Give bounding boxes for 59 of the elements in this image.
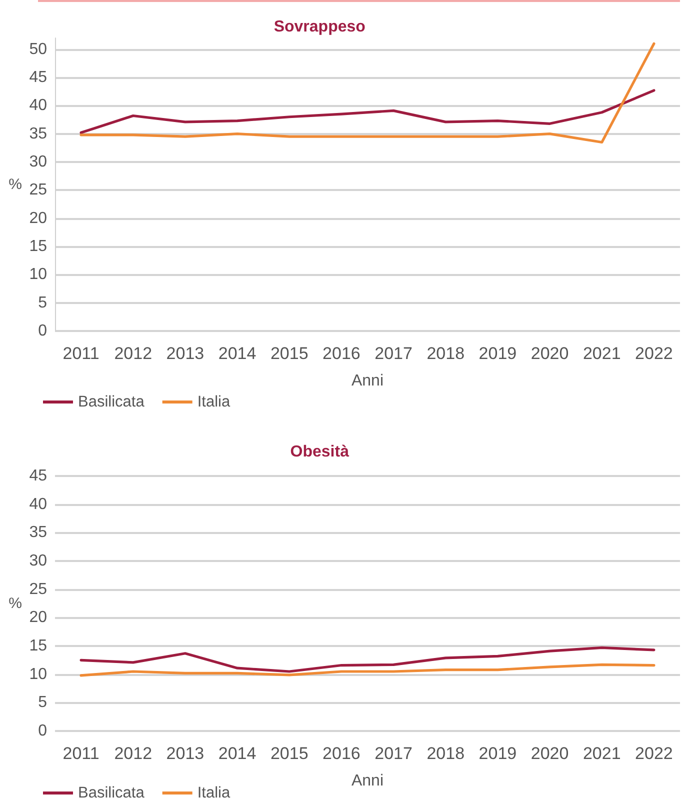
x-tick-label: 2013 xyxy=(166,744,204,763)
x-tick-label: 2017 xyxy=(374,344,412,363)
x-tick-label: 2021 xyxy=(582,744,621,763)
y-tick-label: 20 xyxy=(29,609,48,626)
chart-title: Obesità xyxy=(290,444,350,460)
x-axis-title: Anni xyxy=(351,772,384,790)
y-tick-label: 40 xyxy=(29,97,48,114)
line-series xyxy=(80,663,656,677)
x-tick-label: 2014 xyxy=(218,744,256,763)
x-tick-label: 2014 xyxy=(218,344,256,363)
x-tick-label: 2021 xyxy=(582,344,621,363)
legend-label: Basilicata xyxy=(78,784,145,802)
x-tick-label: 2020 xyxy=(530,344,569,363)
y-tick-label: 50 xyxy=(29,40,48,58)
y-tick-label: 15 xyxy=(29,238,48,255)
legend-label: Italia xyxy=(197,784,230,802)
y-tick-label: 25 xyxy=(29,580,48,598)
x-tick-label: 2018 xyxy=(426,344,465,363)
y-tick-label: 45 xyxy=(29,468,48,484)
y-tick-label: 0 xyxy=(38,722,48,740)
y-tick-label: 10 xyxy=(29,666,48,683)
y-tick-label: 15 xyxy=(29,638,48,654)
x-axis-title: Anni xyxy=(351,372,384,390)
legend-label: Basilicata xyxy=(78,394,145,410)
x-tick-label: 2018 xyxy=(426,744,465,763)
y-tick-label: 10 xyxy=(29,266,48,284)
y-tick-label: 25 xyxy=(29,182,48,199)
line-series xyxy=(80,89,656,134)
y-tick-label: 30 xyxy=(29,153,48,170)
x-tick-label: 2012 xyxy=(114,744,152,763)
y-tick-label: 35 xyxy=(29,524,48,542)
legend-label: Italia xyxy=(197,394,230,410)
y-tick-label: 5 xyxy=(38,294,48,312)
y-tick-label: 45 xyxy=(29,68,48,86)
x-tick-label: 2011 xyxy=(62,344,100,363)
chart-title: Sovrappeso xyxy=(274,18,366,36)
y-tick-label: 30 xyxy=(29,552,48,570)
x-tick-label: 2019 xyxy=(478,744,517,763)
y-tick-label: 5 xyxy=(38,694,48,712)
y-tick-label: 40 xyxy=(29,496,48,513)
y-tick-label: 20 xyxy=(29,210,48,227)
line-series xyxy=(80,646,656,673)
x-tick-label: 2012 xyxy=(114,344,152,363)
x-tick-label: 2015 xyxy=(270,344,308,363)
x-tick-label: 2020 xyxy=(530,744,569,763)
y-axis-title: % xyxy=(8,176,22,193)
line-series xyxy=(80,42,656,144)
x-tick-label: 2017 xyxy=(374,744,412,763)
y-tick-label: 35 xyxy=(29,125,48,142)
x-tick-label: 2015 xyxy=(270,744,308,763)
x-tick-label: 2022 xyxy=(635,744,673,763)
y-axis-title: % xyxy=(8,595,22,612)
x-tick-label: 2019 xyxy=(478,344,517,363)
x-tick-label: 2016 xyxy=(322,744,360,763)
x-tick-label: 2013 xyxy=(166,344,204,363)
x-tick-label: 2016 xyxy=(322,344,360,363)
x-tick-label: 2011 xyxy=(62,744,100,763)
y-tick-label: 0 xyxy=(38,322,48,340)
x-tick-label: 2022 xyxy=(635,344,673,363)
